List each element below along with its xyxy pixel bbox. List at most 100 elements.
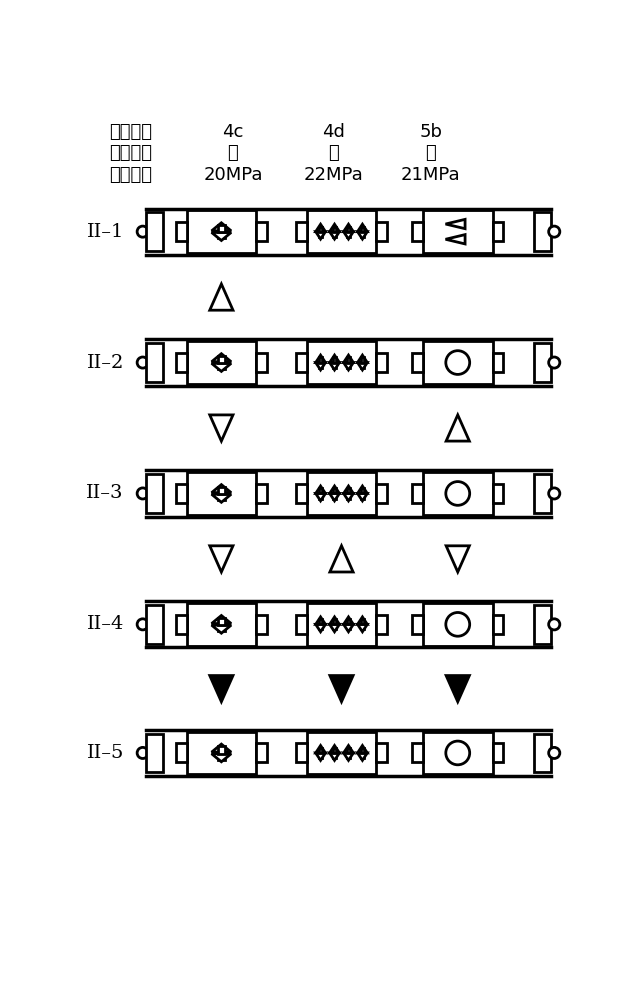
Bar <box>256 743 267 762</box>
Circle shape <box>137 357 149 368</box>
Bar <box>175 484 187 503</box>
Text: 4d: 4d <box>323 123 345 141</box>
Bar <box>376 353 388 372</box>
Text: 分段编号: 分段编号 <box>109 144 152 162</box>
Bar <box>412 615 423 634</box>
Circle shape <box>137 488 149 499</box>
Bar <box>187 341 256 384</box>
Bar <box>534 474 551 513</box>
Polygon shape <box>316 746 326 753</box>
Polygon shape <box>212 615 231 624</box>
Text: 21MPa: 21MPa <box>401 166 461 184</box>
Bar <box>333 232 336 237</box>
Bar <box>175 353 187 372</box>
Bar <box>333 753 336 758</box>
Bar <box>333 357 336 363</box>
Text: 破裂压裂: 破裂压裂 <box>109 166 152 184</box>
Polygon shape <box>358 486 368 493</box>
Bar <box>333 493 336 499</box>
Bar <box>376 743 388 762</box>
Text: II–3: II–3 <box>86 484 124 502</box>
Bar <box>361 748 364 753</box>
Circle shape <box>137 619 149 630</box>
Polygon shape <box>358 493 368 501</box>
Bar <box>296 222 306 241</box>
Bar <box>412 743 423 762</box>
Polygon shape <box>316 617 326 624</box>
Polygon shape <box>358 617 368 624</box>
Polygon shape <box>210 546 233 572</box>
Bar <box>187 732 256 774</box>
Polygon shape <box>358 746 368 753</box>
Text: II–2: II–2 <box>87 354 124 372</box>
Polygon shape <box>330 676 353 702</box>
Bar <box>361 619 364 624</box>
Bar <box>412 353 423 372</box>
Bar <box>175 222 187 241</box>
Bar <box>361 624 364 629</box>
Bar <box>534 734 551 772</box>
Bar <box>146 734 163 772</box>
Bar <box>361 232 364 237</box>
Polygon shape <box>329 493 339 501</box>
Bar <box>534 343 551 382</box>
Polygon shape <box>446 235 465 244</box>
Text: 三: 三 <box>328 144 339 162</box>
Polygon shape <box>210 676 233 702</box>
Bar <box>347 227 350 232</box>
Text: II–1: II–1 <box>87 223 124 241</box>
Bar <box>412 222 423 241</box>
Bar <box>347 624 350 629</box>
Polygon shape <box>344 355 353 363</box>
Bar <box>319 624 322 629</box>
Bar <box>319 619 322 624</box>
Bar <box>347 357 350 363</box>
Polygon shape <box>358 753 368 760</box>
Bar <box>319 227 322 232</box>
Polygon shape <box>329 224 339 232</box>
Text: 二: 二 <box>425 144 436 162</box>
Bar <box>218 225 225 232</box>
Text: 4c: 4c <box>222 123 244 141</box>
Bar <box>306 732 376 774</box>
Bar <box>319 748 322 753</box>
Text: 5b: 5b <box>419 123 442 141</box>
Polygon shape <box>316 363 326 370</box>
Circle shape <box>137 747 149 758</box>
Polygon shape <box>316 224 326 232</box>
Bar <box>175 743 187 762</box>
Text: II–4: II–4 <box>87 615 124 633</box>
Polygon shape <box>344 486 353 493</box>
Bar <box>333 488 336 493</box>
Polygon shape <box>344 617 353 624</box>
Text: II–5: II–5 <box>87 744 124 762</box>
Bar <box>187 603 256 646</box>
Circle shape <box>446 612 470 636</box>
Bar <box>333 748 336 753</box>
Polygon shape <box>344 493 353 501</box>
Bar <box>333 363 336 368</box>
Circle shape <box>446 741 470 765</box>
Bar <box>218 746 225 754</box>
Polygon shape <box>212 625 231 633</box>
Polygon shape <box>316 753 326 760</box>
Polygon shape <box>344 624 353 632</box>
Bar <box>218 487 225 494</box>
Text: 四: 四 <box>228 144 238 162</box>
Bar <box>146 474 163 513</box>
Bar <box>296 353 306 372</box>
Bar <box>218 624 225 631</box>
Bar <box>347 493 350 499</box>
Bar <box>319 232 322 237</box>
Bar <box>218 356 225 363</box>
Bar <box>347 363 350 368</box>
Bar <box>361 493 364 499</box>
Bar <box>218 362 225 369</box>
Polygon shape <box>210 415 233 441</box>
Bar <box>218 752 225 760</box>
Bar <box>146 212 163 251</box>
Polygon shape <box>344 746 353 753</box>
Polygon shape <box>212 232 231 241</box>
Circle shape <box>548 747 560 758</box>
Polygon shape <box>212 354 231 362</box>
